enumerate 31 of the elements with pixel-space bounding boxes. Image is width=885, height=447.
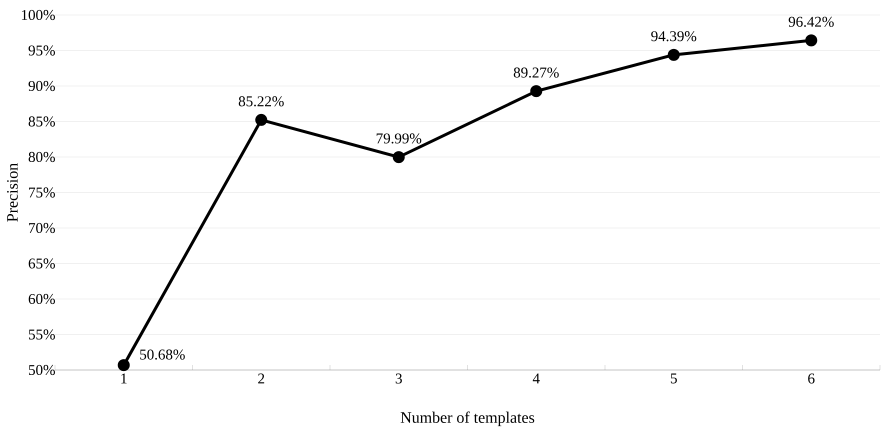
point	[255, 114, 268, 126]
data-label: 89.27%	[514, 68, 559, 78]
y-tick-label: 60%	[28, 294, 55, 304]
data-label: 79.99%	[376, 133, 422, 144]
y-tick-label: 80%	[28, 152, 55, 162]
data-label: 96.42%	[788, 16, 834, 27]
x-tick-label: 4	[532, 374, 540, 384]
x-tick-label: 2	[258, 374, 264, 384]
y-tick-label: 70%	[29, 222, 55, 234]
y-tick-label: 95%	[28, 45, 55, 56]
y-axis-title: Precision	[7, 163, 18, 222]
point	[392, 151, 405, 164]
y-tick-label: 50%	[28, 364, 55, 376]
data-label: 94.39%	[651, 31, 696, 42]
x-tick-label: 5	[670, 374, 677, 384]
point	[805, 34, 818, 46]
x-axis-title: Number of templates	[400, 412, 534, 426]
x-tick-label: 6	[808, 374, 815, 384]
y-tick-label: 90%	[28, 80, 55, 92]
data-label: 85.22%	[238, 96, 284, 106]
point	[668, 48, 680, 61]
y-tick-label: 55%	[28, 329, 55, 340]
x-tick-label: 3	[396, 374, 402, 384]
y-tick-label: 65%	[28, 258, 55, 269]
data-label: 50.68%	[140, 350, 185, 360]
y-tick-label: 75%	[29, 187, 55, 198]
y-tick-label: 100%	[22, 10, 55, 20]
point	[530, 85, 542, 98]
y-tick-label: 85%	[28, 116, 55, 127]
x-tick-label: 1	[121, 374, 127, 384]
point	[118, 359, 130, 372]
